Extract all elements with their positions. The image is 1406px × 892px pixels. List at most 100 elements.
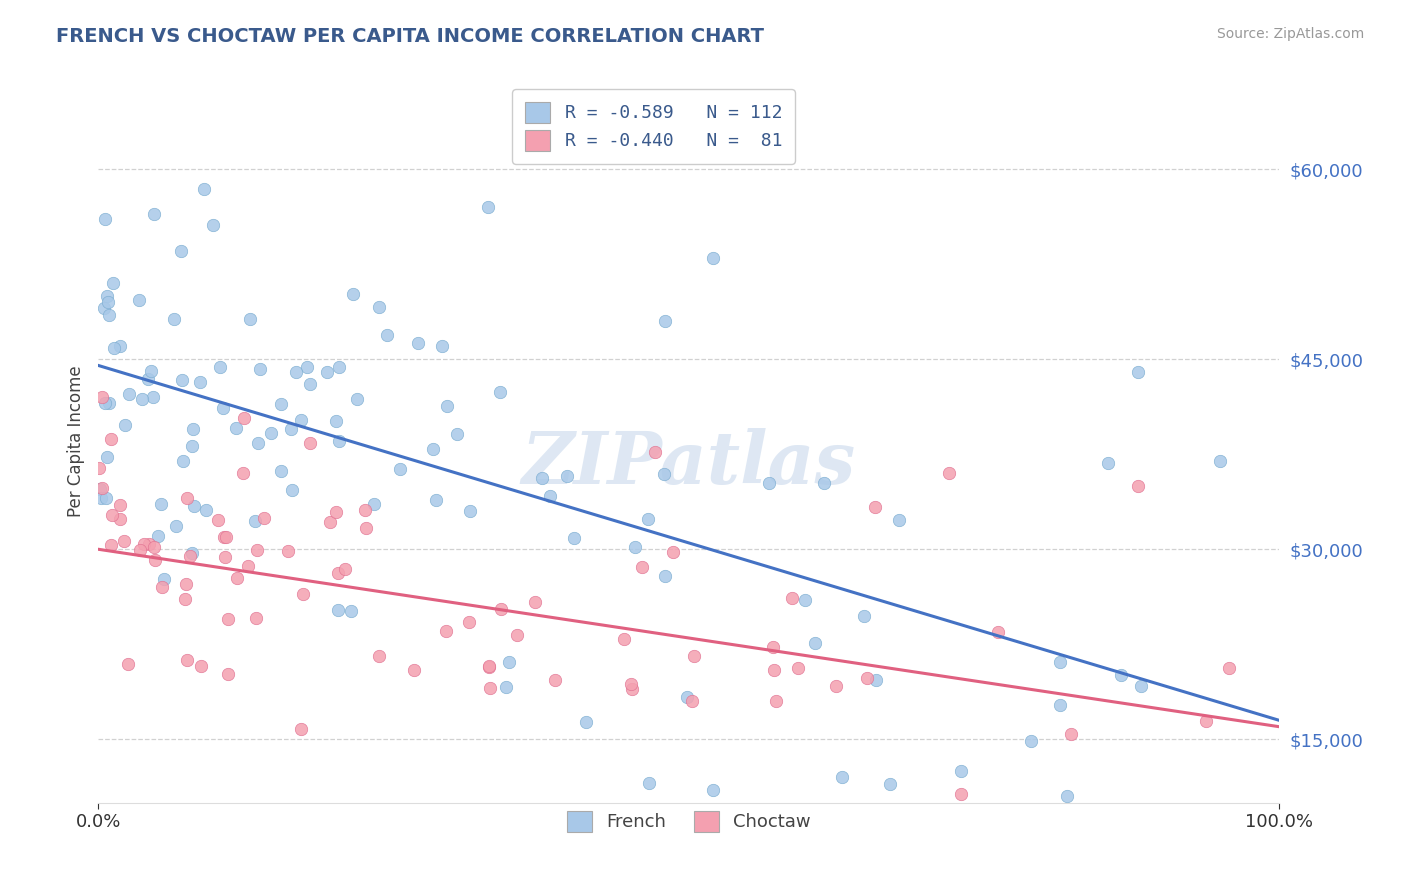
- Point: [238, 558, 260, 573]
- Point: [375, 327, 398, 342]
- Point: [170, 373, 193, 387]
- Point: [90, 491, 112, 505]
- Point: [765, 694, 787, 708]
- Point: [246, 435, 269, 450]
- Point: [620, 676, 643, 690]
- Point: [623, 540, 645, 554]
- Point: [249, 362, 271, 376]
- Point: [506, 627, 529, 641]
- Point: [285, 365, 308, 379]
- Point: [96, 289, 118, 303]
- Point: [118, 387, 141, 401]
- Point: [683, 648, 706, 663]
- Point: [131, 392, 153, 407]
- Point: [949, 764, 972, 778]
- Point: [162, 312, 184, 326]
- Point: [270, 464, 292, 478]
- Point: [100, 433, 122, 447]
- Point: [342, 287, 364, 301]
- Point: [328, 434, 350, 449]
- Point: [225, 421, 247, 435]
- Point: [128, 542, 150, 557]
- Point: [214, 550, 236, 565]
- Point: [457, 615, 479, 629]
- Point: [90, 481, 112, 495]
- Point: [326, 603, 349, 617]
- Point: [245, 611, 267, 625]
- Point: [1109, 808, 1132, 822]
- Point: [813, 475, 835, 490]
- Point: [681, 694, 703, 708]
- Point: [176, 491, 198, 506]
- Point: [856, 671, 879, 685]
- Point: [1097, 456, 1119, 470]
- Point: [612, 632, 634, 647]
- Point: [662, 545, 685, 559]
- Point: [555, 469, 578, 483]
- Point: [354, 503, 377, 517]
- Point: [389, 462, 412, 476]
- Point: [495, 680, 517, 694]
- Point: [176, 653, 198, 667]
- Point: [217, 612, 239, 626]
- Point: [865, 673, 887, 687]
- Point: [887, 513, 910, 527]
- Point: [787, 661, 810, 675]
- Point: [316, 365, 339, 379]
- Point: [143, 207, 166, 221]
- Point: [150, 580, 173, 594]
- Point: [621, 681, 644, 696]
- Point: [356, 521, 378, 535]
- Point: [1126, 365, 1149, 379]
- Point: [94, 396, 117, 410]
- Point: [128, 293, 150, 307]
- Point: [422, 442, 444, 456]
- Point: [112, 534, 135, 549]
- Point: [491, 602, 513, 616]
- Point: [165, 519, 187, 533]
- Point: [325, 505, 347, 519]
- Point: [865, 500, 887, 515]
- Point: [260, 425, 283, 440]
- Point: [194, 503, 217, 517]
- Point: [98, 308, 121, 322]
- Point: [1049, 698, 1071, 712]
- Point: [153, 573, 176, 587]
- Point: [368, 648, 391, 663]
- Point: [181, 546, 204, 560]
- Point: [1218, 828, 1240, 842]
- Point: [489, 384, 512, 399]
- Point: [1060, 727, 1083, 741]
- Point: [193, 182, 215, 196]
- Point: [270, 397, 292, 411]
- Point: [631, 560, 654, 574]
- Point: [538, 489, 561, 503]
- Point: [142, 540, 165, 554]
- Point: [101, 508, 124, 522]
- Point: [368, 301, 391, 315]
- Point: [117, 657, 139, 671]
- Point: [644, 445, 666, 459]
- Text: FRENCH VS CHOCTAW PER CAPITA INCOME CORRELATION CHART: FRENCH VS CHOCTAW PER CAPITA INCOME CORR…: [56, 27, 765, 45]
- Point: [207, 513, 229, 527]
- Point: [675, 690, 697, 704]
- Point: [172, 454, 194, 468]
- Point: [94, 212, 117, 227]
- Point: [188, 376, 211, 390]
- Point: [1056, 789, 1078, 804]
- Point: [291, 587, 314, 601]
- Point: [97, 295, 120, 310]
- Point: [328, 360, 350, 375]
- Point: [239, 312, 262, 326]
- Point: [425, 493, 447, 508]
- Point: [149, 496, 172, 510]
- Point: [100, 538, 122, 552]
- Point: [96, 450, 118, 465]
- Point: [762, 640, 785, 655]
- Point: [1049, 656, 1071, 670]
- Point: [139, 364, 162, 378]
- Point: [758, 475, 780, 490]
- Point: [793, 593, 815, 607]
- Point: [524, 595, 547, 609]
- Point: [406, 336, 429, 351]
